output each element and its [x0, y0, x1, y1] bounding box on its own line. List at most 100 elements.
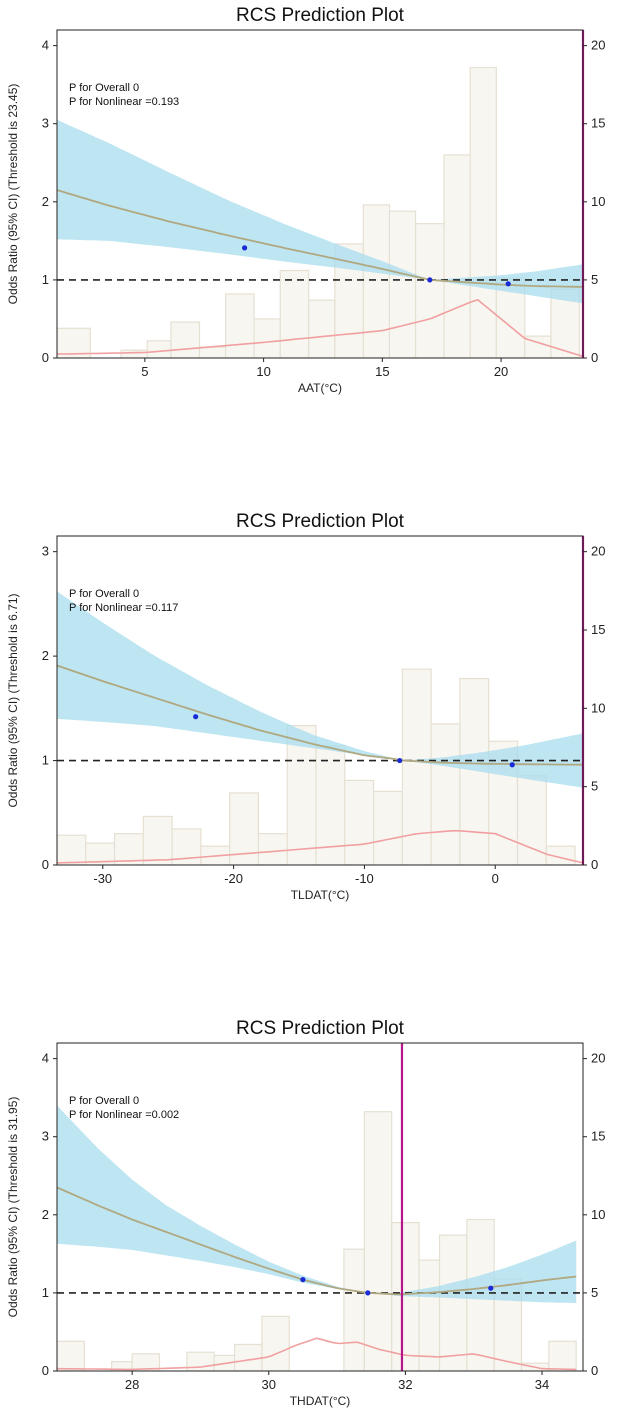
p-value-annotation: P for Nonlinear =0.193 [69, 96, 179, 108]
histogram-bar [279, 269, 310, 358]
histogram-bar [344, 779, 375, 865]
x-axis-label: AAT(°C) [298, 381, 342, 395]
x-tick-label: 30 [262, 1377, 276, 1392]
x-tick-label: 20 [494, 364, 508, 379]
histogram-bar [418, 1259, 441, 1371]
x-axis-label: THDAT(°C) [290, 1394, 351, 1408]
y-tick-label: 1 [42, 753, 49, 768]
histogram-bar [261, 1315, 290, 1371]
confidence-band [57, 119, 583, 304]
histogram-bar [142, 815, 173, 865]
histogram-bar [516, 775, 547, 865]
p-value-annotation: P for Overall 0 [69, 82, 139, 94]
histogram-bar [170, 321, 201, 358]
y2-tick-label: 15 [591, 116, 605, 131]
rcs-panel-aat: RCS Prediction Plot 5 10 15 20 0 1 2 3 4 0 5 10 15 20 A… [0, 0, 630, 410]
histogram-bar [225, 293, 255, 358]
histogram-bar [469, 66, 497, 358]
chart-title: RCS Prediction Plot [236, 5, 405, 26]
histogram-bar [131, 1353, 161, 1371]
rcs-panel-thdat: RCS Prediction Plot 28 30 32 34 0 1 2 3 4 0 5 10 15 20… [0, 1013, 630, 1423]
y2-tick-label: 5 [591, 1285, 598, 1300]
odds-ratio-curve [57, 189, 583, 288]
odds-ratio-curve [57, 664, 583, 766]
x-tick-label: 34 [535, 1377, 549, 1392]
y2-tick-label: 0 [591, 350, 598, 365]
histogram-bar [372, 790, 403, 865]
chart-title: RCS Prediction Plot [236, 1018, 405, 1039]
histogram-bar [459, 677, 490, 865]
y2-tick-label: 15 [591, 1129, 605, 1144]
histogram-bar [253, 318, 281, 358]
histogram-bar [362, 204, 391, 358]
histogram-bar [57, 834, 87, 865]
y-tick-label: 3 [42, 544, 49, 559]
plot-frame [56, 1042, 584, 1372]
y2-tick-label: 10 [591, 194, 605, 209]
y-tick-label: 0 [42, 350, 49, 365]
y2-tick-label: 20 [591, 544, 605, 559]
y-axis-label: Odds Ratio (95% CI) (Threshold is 31.95) [6, 1097, 20, 1318]
x-tick-label: 0 [492, 871, 499, 886]
y-tick-label: 4 [42, 38, 49, 53]
knot-point [509, 762, 515, 768]
rcs-chart-aat: RCS Prediction Plot 5 10 15 20 0 1 2 3 4 0 5 10 15 20 A… [6, 5, 605, 395]
x-tick-label: -20 [224, 871, 243, 886]
density-curve [57, 829, 583, 864]
histogram-bar [548, 1340, 577, 1371]
y-tick-label: 2 [42, 648, 49, 663]
x-tick-label: 28 [125, 1377, 139, 1392]
x-axis-label: TLDAT(°C) [291, 888, 350, 902]
y-tick-label: 0 [42, 1363, 49, 1378]
y2-tick-label: 0 [591, 857, 598, 872]
histogram-bar [286, 724, 317, 865]
y-tick-label: 2 [42, 1207, 49, 1222]
density-curve [57, 1337, 577, 1371]
x-tick-label: 10 [256, 364, 270, 379]
y2-tick-label: 10 [591, 700, 605, 715]
histogram-bar [57, 1340, 85, 1371]
y-tick-label: 3 [42, 1129, 49, 1144]
plot-area [57, 591, 583, 865]
y2-tick-label: 0 [591, 1363, 598, 1378]
histogram-bar [443, 154, 471, 358]
x-tick-label: 15 [375, 364, 389, 379]
y2-tick-label: 5 [591, 272, 598, 287]
knot-point [488, 1285, 494, 1291]
x-tick-label: 5 [141, 364, 148, 379]
y2-tick-label: 10 [591, 1207, 605, 1222]
histogram-bar [430, 723, 461, 865]
y2-tick-label: 5 [591, 779, 598, 794]
confidence-band [57, 1105, 577, 1304]
knot-point [505, 281, 511, 287]
y-tick-label: 3 [42, 116, 49, 131]
x-tick-label: -30 [93, 871, 112, 886]
p-value-annotation: P for Nonlinear =0.117 [69, 602, 178, 614]
y2-tick-label: 20 [591, 38, 605, 53]
p-value-annotation: P for Overall 0 [69, 1095, 139, 1107]
plot-frame [56, 535, 584, 866]
rcs-chart-tldat: RCS Prediction Plot -30 -20 -10 0 0 1 2 3 0 5 10 15 2… [6, 511, 605, 902]
knot-point [193, 714, 199, 720]
y-tick-label: 0 [42, 857, 49, 872]
histogram-bar [198, 346, 227, 358]
x-tick-label: 32 [398, 1377, 412, 1392]
y-tick-label: 1 [42, 1285, 49, 1300]
x-tick-label: -10 [355, 871, 374, 886]
histogram-bar [146, 340, 172, 358]
histogram-bar [308, 299, 336, 358]
histogram-bar [343, 1248, 366, 1371]
confidence-band [57, 591, 583, 788]
histogram-bar [545, 845, 576, 865]
histogram-bar [438, 1234, 468, 1371]
knot-point [365, 1290, 371, 1296]
y2-tick-label: 20 [591, 1051, 605, 1066]
histogram-bar [257, 833, 288, 865]
p-value-annotation: P for Nonlinear =0.002 [69, 1109, 179, 1121]
histogram-bar [234, 1343, 263, 1371]
y-axis-label: Odds Ratio (95% CI) (Threshold is 23.45) [6, 84, 20, 305]
y-axis-label: Odds Ratio (95% CI) (Threshold is 6.71) [6, 593, 20, 807]
rcs-panel-tldat: RCS Prediction Plot -30 -20 -10 0 0 1 2 3 0 5 10 15 2… [0, 506, 630, 916]
knot-point [397, 757, 403, 764]
